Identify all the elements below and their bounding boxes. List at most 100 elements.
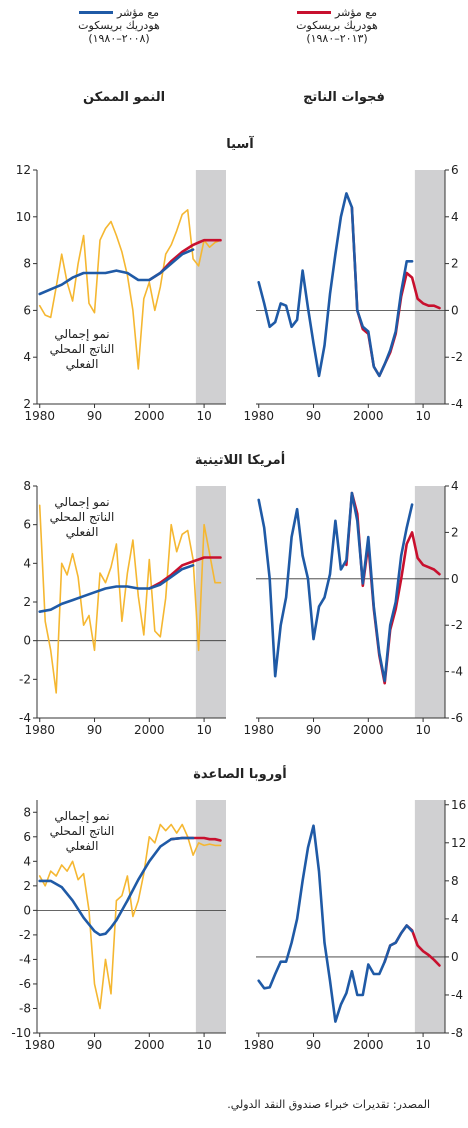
annotation-line-2: الناتج المحلي — [50, 824, 115, 838]
y-tick-label: 12 — [451, 836, 466, 850]
x-tick-label: 10 — [415, 1038, 430, 1052]
column-title-potential-growth: النمو الممكن — [82, 90, 166, 105]
x-tick-label: 2000 — [353, 409, 384, 423]
annotation-line-2: الناتج المحلي — [50, 342, 115, 356]
y-tick-label: 6 — [23, 303, 31, 317]
series-actual — [38, 209, 222, 370]
source-note: المصدر: تقديرات خبراء صندوق النقد الدولي… — [227, 1098, 430, 1111]
x-tick-label: 10 — [415, 723, 430, 737]
y-tick-label: 4 — [23, 556, 31, 570]
legend-hp2008-line3: (٢٠٠٨–١٩٨٠) — [88, 32, 150, 45]
x-tick-label: 1980 — [24, 723, 55, 737]
y-tick-label: -10 — [11, 1026, 31, 1040]
y-tick-label: 6 — [23, 830, 31, 844]
y-tick-label: -8 — [19, 1001, 31, 1015]
y-tick-label: 8 — [451, 874, 459, 888]
forecast-shade — [195, 800, 226, 1033]
y-tick-label: 0 — [451, 950, 459, 964]
x-tick-label: 10 — [196, 409, 211, 423]
x-tick-label: 90 — [87, 723, 102, 737]
x-tick-label: 2000 — [353, 723, 384, 737]
x-tick-label: 90 — [306, 409, 321, 423]
legend-hp2013-line3: (٢٠١٣–١٩٨٠) — [306, 32, 368, 45]
y-tick-label: 6 — [23, 518, 31, 532]
x-tick-label: 10 — [196, 723, 211, 737]
x-tick-label: 1980 — [243, 409, 274, 423]
series-hp2008 — [257, 192, 414, 378]
y-tick-label: 10 — [16, 210, 31, 224]
y-tick-label: 12 — [16, 163, 31, 177]
y-tick-label: 2 — [23, 397, 31, 411]
y-tick-label: 8 — [23, 805, 31, 819]
y-tick-label: 0 — [451, 303, 459, 317]
series-hp2008 — [38, 836, 195, 937]
x-tick-label: 10 — [415, 409, 430, 423]
y-tick-label: 2 — [451, 525, 459, 539]
y-tick-label: -4 — [19, 952, 31, 966]
x-tick-label: 2000 — [134, 1038, 165, 1052]
y-tick-label: -4 — [451, 397, 463, 411]
series-hp2008 — [257, 824, 414, 1023]
x-tick-label: 1980 — [24, 409, 55, 423]
legend-hp2013-swatch — [296, 11, 331, 14]
y-tick-label: -2 — [19, 672, 31, 686]
y-tick-label: -2 — [19, 928, 31, 942]
annotation-line-2: الناتج المحلي — [50, 510, 115, 524]
x-tick-label: 2000 — [134, 723, 165, 737]
y-tick-label: 0 — [451, 572, 459, 586]
x-tick-label: 90 — [306, 723, 321, 737]
x-tick-label: 2000 — [353, 1038, 384, 1052]
series-hp2013 — [148, 556, 222, 590]
y-tick-label: 16 — [451, 798, 466, 812]
annotation-line-1: نمو إجمالي — [54, 809, 109, 824]
annotation-line-1: نمو إجمالي — [54, 495, 109, 510]
x-tick-label: 2000 — [134, 409, 165, 423]
region-title-1: آسيا — [226, 135, 254, 152]
forecast-shade — [195, 170, 226, 404]
y-tick-label: -4 — [19, 711, 31, 725]
y-tick-label: 4 — [451, 210, 459, 224]
annotation-line-1: نمو إجمالي — [54, 327, 109, 342]
region-title-3: أوروبا الصاعدة — [193, 765, 286, 782]
y-tick-label: 4 — [451, 479, 459, 493]
x-tick-label: 1980 — [243, 1038, 274, 1052]
x-tick-label: 10 — [196, 1038, 211, 1052]
series-hp2008 — [38, 248, 195, 296]
x-tick-label: 90 — [306, 1038, 321, 1052]
legend-hp2008-swatch — [78, 11, 113, 14]
annotation-line-3: الفعلي — [66, 525, 99, 539]
legend-hp2008: مع مؤشر هودريك بريسكوت (٢٠٠٨–١٩٨٠) — [44, 6, 194, 45]
y-tick-label: 6 — [451, 163, 459, 177]
legend-hp2008-line2: هودريك بريسكوت — [78, 19, 160, 32]
legend-hp2008-line1: مع مؤشر — [116, 6, 160, 19]
x-tick-label: 1980 — [24, 1038, 55, 1052]
x-tick-label: 90 — [87, 1038, 102, 1052]
column-title-output-gaps: فجوات الناتج — [303, 90, 385, 105]
series-actual — [38, 504, 222, 694]
region-title-2: أمريكا اللاتينية — [195, 451, 285, 468]
legend-hp2013: مع مؤشر هودريك بريسكوت (٢٠١٣–١٩٨٠) — [262, 6, 412, 45]
panel-4: -6 -4 -2 0 2 4 1980 90 2000 10 — [243, 479, 463, 737]
legend-hp2013-line1: مع مؤشر — [334, 6, 378, 19]
series-hp2008 — [257, 491, 414, 683]
annotation-line-3: الفعلي — [66, 839, 99, 853]
y-tick-label: 4 — [23, 854, 31, 868]
y-tick-label: 8 — [23, 479, 31, 493]
y-tick-label: -4 — [451, 665, 463, 679]
y-tick-label: 0 — [23, 634, 31, 648]
y-tick-label: 2 — [23, 595, 31, 609]
y-tick-label: -6 — [451, 711, 463, 725]
annotation-line-3: الفعلي — [66, 357, 99, 371]
forecast-shade — [414, 170, 445, 404]
y-tick-label: -8 — [451, 1026, 463, 1040]
y-tick-label: -2 — [451, 350, 463, 364]
y-tick-label: 2 — [23, 879, 31, 893]
y-tick-label: -4 — [451, 988, 463, 1002]
x-tick-label: 90 — [87, 409, 102, 423]
panel-6: -8 -4 0 4 8 12 16 1980 90 2000 10 — [243, 798, 466, 1052]
series-hp2008 — [38, 563, 195, 614]
y-tick-label: 4 — [451, 912, 459, 926]
